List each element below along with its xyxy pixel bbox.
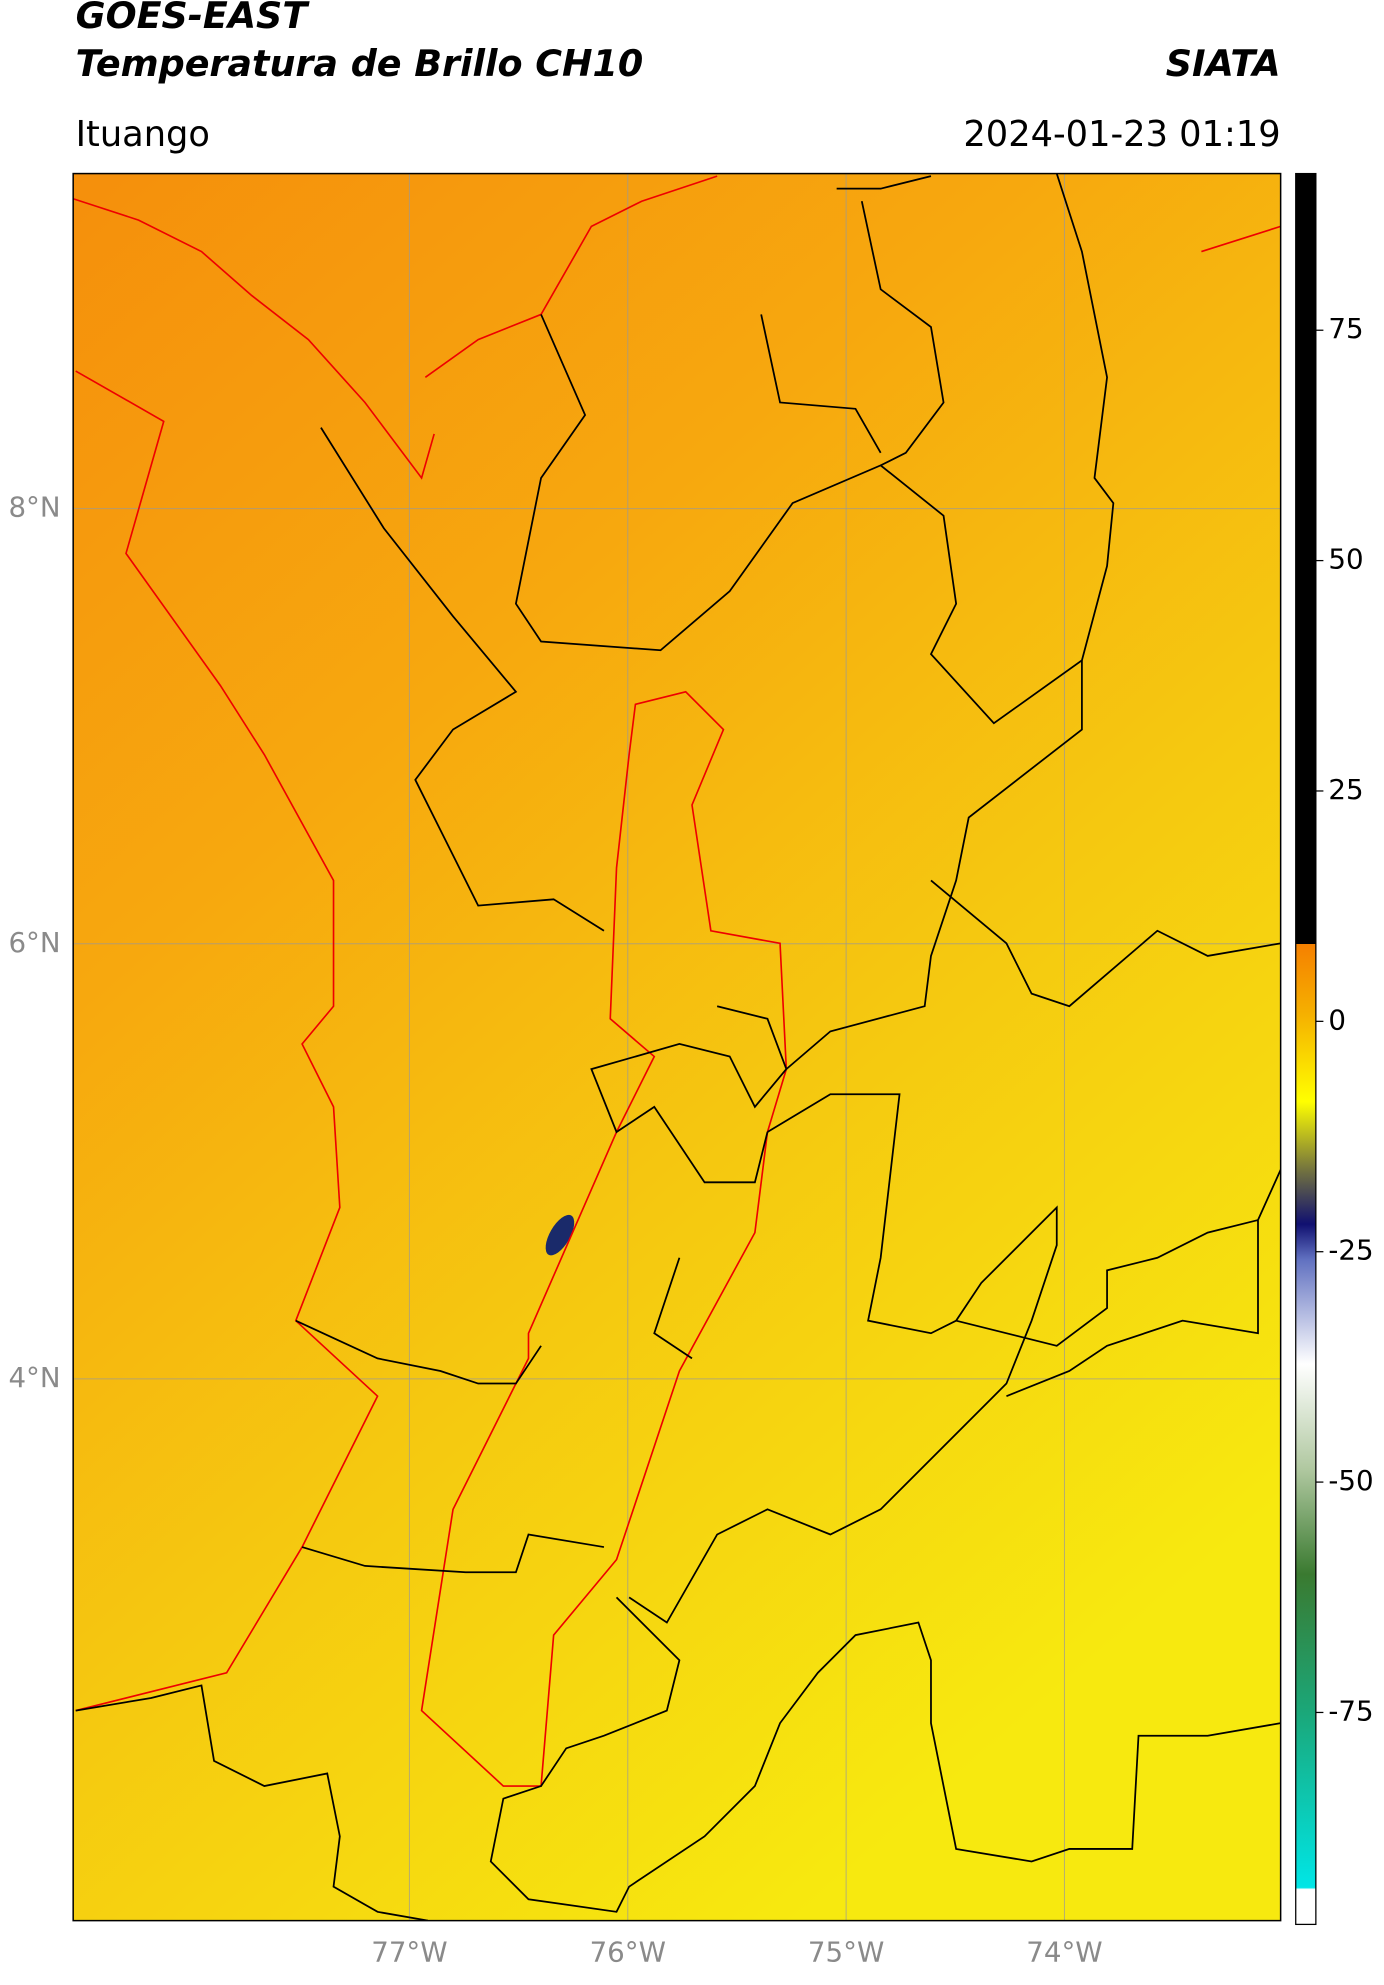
border-line	[785, 660, 1281, 1070]
border-line	[760, 175, 945, 467]
x-tick-label: 76°W	[590, 1935, 666, 1968]
subtitle: Temperatura de Brillo CH10	[76, 42, 644, 85]
x-tick-label: 77°W	[371, 1935, 447, 1968]
coast-line	[75, 370, 379, 1712]
colorbar	[1295, 172, 1317, 1926]
coast-line	[424, 175, 718, 378]
border-line	[75, 1684, 429, 1921]
colorbar-tick-label: 50	[1328, 543, 1363, 576]
border-line	[653, 1169, 1281, 1397]
colorbar-tick-label: -25	[1328, 1234, 1373, 1267]
border-line	[514, 173, 1115, 725]
region-outline	[420, 690, 788, 1787]
y-tick-label: 4°N	[8, 1361, 60, 1394]
y-tick-label: 6°N	[8, 926, 60, 959]
title: GOES-EAST	[76, 0, 311, 37]
coast-line	[73, 197, 435, 480]
x-tick-label: 74°W	[1026, 1935, 1102, 1968]
coast-line	[1201, 225, 1281, 253]
brand: SIATA	[1166, 42, 1281, 85]
border-line	[628, 1093, 1058, 1624]
datetime: 2024-01-23 01:19	[963, 114, 1280, 155]
map	[73, 173, 1281, 1921]
place: Ituango	[76, 114, 210, 155]
colorbar-tick-label: 25	[1328, 773, 1363, 806]
map-field	[73, 173, 1281, 1921]
border-line	[320, 427, 605, 932]
border-line	[590, 1005, 788, 1184]
cold-cloud	[545, 1214, 575, 1256]
coastline	[73, 175, 1281, 1787]
y-tick-label: 8°N	[8, 491, 60, 524]
x-tick-label: 75°W	[808, 1935, 884, 1968]
border-line	[295, 1319, 1281, 1913]
colorbar-tick-label: 0	[1328, 1003, 1346, 1036]
map-frame	[72, 172, 1282, 1922]
colorbar-tick-label: -75	[1328, 1694, 1373, 1727]
colorbar-tick-label: -50	[1328, 1464, 1373, 1497]
colorbar-tick-label: 75	[1328, 312, 1363, 345]
borders	[75, 173, 1281, 1921]
